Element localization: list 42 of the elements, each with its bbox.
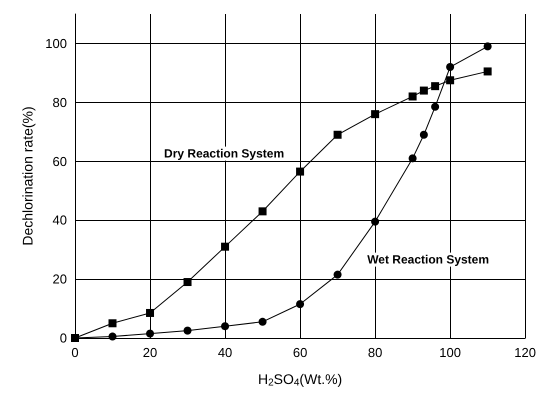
x-tick-label: 20 (142, 345, 158, 360)
point (446, 63, 454, 72)
point (446, 76, 454, 84)
point (334, 270, 342, 279)
point (408, 92, 417, 100)
x-tick-label: 120 (514, 345, 536, 360)
point (108, 332, 117, 341)
y-tick-label: 80 (52, 94, 67, 110)
series-label: Wet Reaction System (367, 252, 490, 267)
y-tick-label: 60 (52, 154, 67, 169)
point (146, 330, 154, 338)
y-tick-label: 40 (52, 212, 67, 228)
point (146, 308, 154, 317)
point (371, 218, 380, 226)
y-tick-label: 0 (60, 330, 67, 346)
x-tick-label: 60 (292, 345, 308, 360)
x-tick-label: 100 (439, 345, 461, 360)
point (296, 168, 304, 176)
point (431, 82, 440, 90)
point (408, 154, 417, 162)
point (108, 319, 117, 328)
point (420, 130, 428, 139)
point (258, 207, 267, 216)
point (221, 322, 230, 330)
point (431, 102, 440, 111)
point (371, 110, 380, 118)
point (484, 67, 492, 76)
point (484, 42, 492, 50)
series-label: Dry Reaction System (164, 146, 284, 161)
point (334, 130, 342, 139)
y-tick-label: 20 (52, 272, 67, 287)
x-tick-label: 80 (368, 345, 382, 360)
y-axis-title: Dechlorination rate(%) (19, 106, 36, 246)
point (420, 86, 428, 95)
point (184, 278, 192, 286)
point (221, 242, 230, 251)
x-tick-label: 40 (218, 345, 232, 360)
point (184, 326, 192, 335)
point (258, 318, 267, 326)
point (296, 300, 304, 308)
x-tick-label: 0 (71, 345, 79, 360)
y-tick-label: 100 (45, 36, 67, 51)
